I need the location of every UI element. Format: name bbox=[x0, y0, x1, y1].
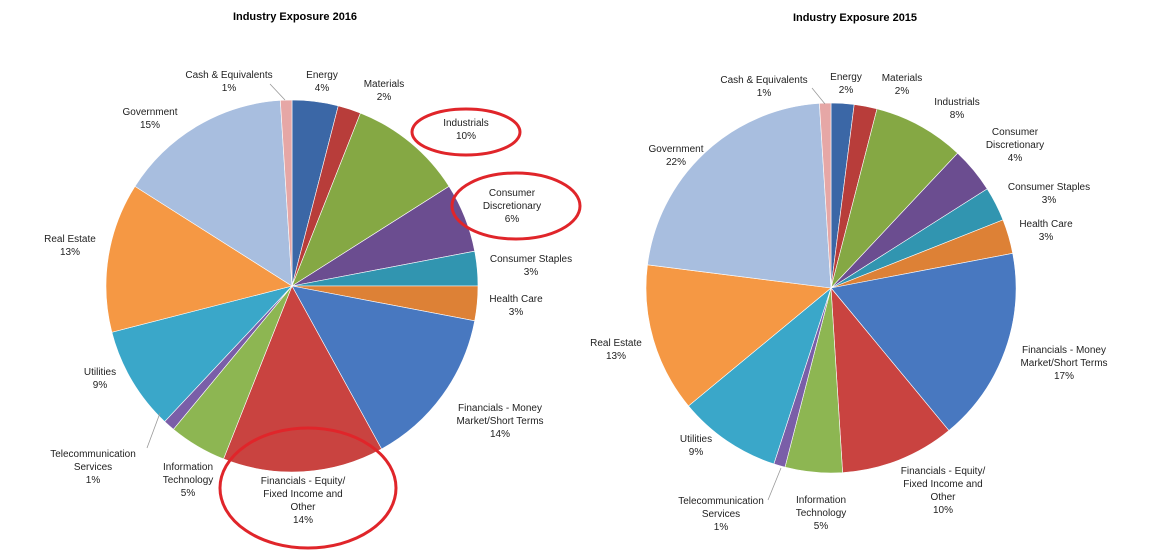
highlight-circle-industrials bbox=[410, 107, 522, 157]
slice-value-financials-equity-fixed-income-and-other: 14% bbox=[293, 515, 313, 526]
pie-chart-2015: Industry Exposure 2015 Energy 2% Materials… bbox=[590, 12, 1107, 533]
slice-value-health-care: 3% bbox=[509, 307, 524, 318]
chart-title-2015: Industry Exposure 2015 bbox=[793, 12, 917, 24]
slice-value-information-technology: 5% bbox=[814, 521, 829, 532]
slice-value-energy: 2% bbox=[839, 85, 854, 96]
slice-value-utilities: 9% bbox=[689, 447, 704, 458]
slice-label-financials-equity-fixed-income-and-other: Financials - Equity/Fixed Income and Othe… bbox=[901, 466, 986, 516]
slice-value-cash-equivalents: 1% bbox=[222, 83, 237, 94]
pie-slice-real-estate bbox=[645, 264, 832, 407]
slice-label-financials-equity-fixed-income-and-other: Financials - Equity/Fixed Income and Othe… bbox=[261, 476, 346, 526]
slice-value-telecommunication-services: 1% bbox=[86, 475, 101, 486]
slice-value-cash-equivalents: 1% bbox=[757, 88, 772, 99]
slice-value-utilities: 9% bbox=[93, 380, 108, 391]
slice-label-consumer-staples: Consumer Staples 3% bbox=[1008, 182, 1090, 206]
slice-label-telecommunication-services: Telecommunication Services 1% bbox=[678, 496, 764, 533]
pie-slice-financials-equity-fixed-income-and-other bbox=[223, 285, 383, 473]
slice-value-consumer-staples: 3% bbox=[524, 267, 539, 278]
slice-value-telecommunication-services: 1% bbox=[714, 522, 729, 533]
slice-value-industrials: 8% bbox=[950, 110, 965, 121]
leader-line-telecommunication-services bbox=[146, 412, 161, 449]
slice-label-financials-money-market-short-terms: Financials - Money Market/Short Terms 14% bbox=[456, 403, 543, 440]
slice-label-consumer-staples: Consumer Staples 3% bbox=[490, 254, 572, 278]
pie-slice-government bbox=[134, 100, 293, 287]
slice-label-information-technology: Information Technology 5% bbox=[163, 462, 214, 499]
slice-value-government: 22% bbox=[666, 157, 686, 168]
pie-slice-industrials bbox=[830, 108, 959, 289]
slice-value-government: 15% bbox=[140, 120, 160, 131]
pie-chart-2016: Industry Exposure 2016 Energy 4% Materials… bbox=[44, 11, 582, 550]
pie-slice-government bbox=[647, 103, 832, 289]
slice-label-government: Government 22% bbox=[648, 144, 703, 168]
slice-value-consumer-discretionary: 4% bbox=[1008, 153, 1023, 164]
slice-value-financials-money-market-short-terms: 17% bbox=[1054, 371, 1074, 382]
pie-slice-financials-money-market-short-terms bbox=[291, 285, 476, 450]
slice-value-consumer-staples: 3% bbox=[1042, 195, 1057, 206]
slice-label-information-technology: Information Technology 5% bbox=[796, 495, 847, 532]
slice-value-consumer-discretionary: 6% bbox=[505, 214, 520, 225]
slice-label-health-care: Health Care 3% bbox=[489, 294, 543, 318]
leader-line-telecommunication-services bbox=[767, 467, 782, 501]
slice-value-materials: 2% bbox=[895, 86, 910, 97]
slice-value-energy: 4% bbox=[315, 83, 330, 94]
slice-value-materials: 2% bbox=[377, 92, 392, 103]
pie-slice-utilities bbox=[111, 285, 293, 423]
pie-slice-utilities bbox=[688, 287, 832, 465]
slice-label-utilities: Utilities 9% bbox=[84, 367, 116, 391]
slice-value-information-technology: 5% bbox=[181, 488, 196, 499]
slice-label-cash-equivalents: Cash & Equivalents 1% bbox=[185, 70, 272, 94]
slice-value-real-estate: 13% bbox=[606, 351, 626, 362]
slice-value-health-care: 3% bbox=[1039, 232, 1054, 243]
slice-value-real-estate: 13% bbox=[60, 247, 80, 258]
pie-slice-financials-equity-fixed-income-and-other bbox=[830, 287, 950, 473]
slice-value-financials-equity-fixed-income-and-other: 10% bbox=[933, 505, 953, 516]
slice-label-industrials: Industrials 10% bbox=[443, 118, 489, 142]
slice-label-real-estate: Real Estate 13% bbox=[44, 234, 96, 258]
slice-label-financials-money-market-short-terms: Financials - Money Market/Short Terms 17% bbox=[1020, 345, 1107, 382]
slice-label-energy: Energy 2% bbox=[830, 72, 862, 96]
pie-slice-cash-equivalents bbox=[819, 102, 832, 289]
pie-slice-cash-equivalents bbox=[280, 99, 293, 287]
highlight-circle-financials-equity-fixed-income-and-other bbox=[218, 426, 398, 550]
slice-value-industrials: 10% bbox=[456, 131, 476, 142]
pie-slice-industrials bbox=[291, 112, 450, 287]
slice-value-financials-money-market-short-terms: 14% bbox=[490, 429, 510, 440]
slice-label-telecommunication-services: Telecommunication Services 1% bbox=[50, 449, 136, 486]
chart-title-2016: Industry Exposure 2016 bbox=[233, 11, 357, 23]
slice-label-materials: Materials 2% bbox=[882, 73, 923, 97]
leader-line-cash-equivalents bbox=[811, 87, 826, 105]
slice-label-utilities: Utilities 9% bbox=[680, 434, 712, 458]
leader-line-cash-equivalents bbox=[269, 83, 286, 101]
pie-slice-financials-money-market-short-terms bbox=[830, 252, 1017, 431]
slice-label-energy: Energy 4% bbox=[306, 70, 338, 94]
slice-label-consumer-discretionary: Consumer Discretionary 6% bbox=[483, 188, 541, 225]
slice-label-health-care: Health Care 3% bbox=[1019, 219, 1073, 243]
highlight-circle-consumer-discretionary bbox=[450, 171, 582, 241]
slice-label-consumer-discretionary: Consumer Discretionary 4% bbox=[986, 127, 1044, 164]
slice-label-materials: Materials 2% bbox=[364, 79, 405, 103]
slice-label-cash-equivalents: Cash & Equivalents 1% bbox=[720, 75, 807, 99]
slice-label-real-estate: Real Estate 13% bbox=[590, 338, 642, 362]
pie-slice-real-estate bbox=[105, 185, 293, 333]
slice-label-industrials: Industrials 8% bbox=[934, 97, 980, 121]
slice-label-government: Government 15% bbox=[122, 107, 177, 131]
